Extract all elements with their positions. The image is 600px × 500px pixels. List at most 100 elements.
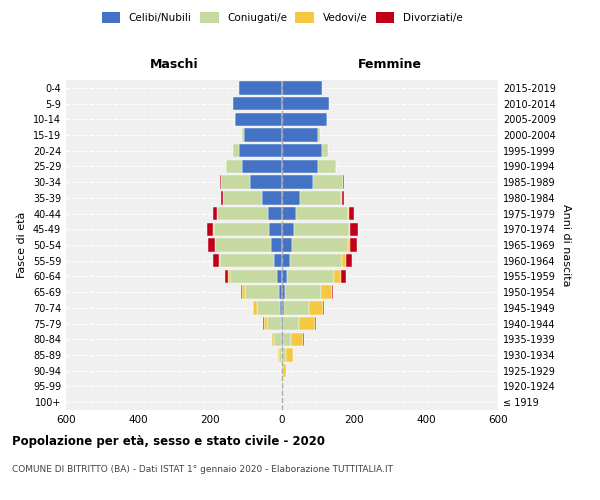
Bar bbox=[282, 301, 284, 314]
Bar bbox=[233, 144, 239, 158]
Bar bbox=[282, 332, 283, 346]
Bar bbox=[283, 332, 290, 346]
Bar bbox=[269, 222, 282, 236]
Bar bbox=[214, 222, 269, 236]
Bar bbox=[282, 286, 285, 299]
Bar bbox=[282, 222, 293, 236]
Bar bbox=[281, 364, 282, 378]
Bar bbox=[309, 301, 323, 314]
Bar bbox=[282, 317, 283, 330]
Bar bbox=[282, 191, 300, 204]
Bar bbox=[285, 286, 321, 299]
Bar bbox=[242, 286, 245, 299]
Bar bbox=[282, 238, 292, 252]
Bar bbox=[282, 81, 322, 94]
Bar bbox=[322, 144, 328, 158]
Bar bbox=[287, 270, 334, 283]
Bar bbox=[278, 348, 279, 362]
Bar bbox=[220, 176, 221, 189]
Bar bbox=[245, 286, 279, 299]
Bar bbox=[350, 238, 357, 252]
Bar bbox=[268, 207, 282, 220]
Bar bbox=[239, 144, 282, 158]
Bar bbox=[272, 332, 274, 346]
Bar bbox=[292, 238, 348, 252]
Bar bbox=[282, 270, 287, 283]
Bar bbox=[250, 176, 282, 189]
Bar bbox=[271, 238, 282, 252]
Bar bbox=[293, 222, 349, 236]
Bar bbox=[349, 222, 350, 236]
Bar bbox=[274, 254, 282, 268]
Bar bbox=[257, 301, 280, 314]
Bar bbox=[274, 332, 281, 346]
Bar bbox=[300, 191, 341, 204]
Bar bbox=[348, 207, 349, 220]
Bar bbox=[226, 160, 242, 173]
Text: Maschi: Maschi bbox=[149, 58, 199, 70]
Bar bbox=[334, 270, 341, 283]
Bar bbox=[277, 270, 282, 283]
Bar bbox=[244, 128, 282, 141]
Bar bbox=[346, 254, 352, 268]
Legend: Celibi/Nubili, Coniugati/e, Vedovi/e, Divorziati/e: Celibi/Nubili, Coniugati/e, Vedovi/e, Di… bbox=[97, 8, 467, 27]
Bar bbox=[281, 317, 282, 330]
Bar bbox=[282, 254, 290, 268]
Bar bbox=[220, 254, 274, 268]
Bar bbox=[341, 270, 346, 283]
Bar bbox=[318, 160, 336, 173]
Y-axis label: Fasce di età: Fasce di età bbox=[17, 212, 27, 278]
Bar bbox=[218, 254, 220, 268]
Bar bbox=[348, 238, 350, 252]
Bar bbox=[235, 112, 282, 126]
Bar bbox=[282, 364, 283, 378]
Bar bbox=[279, 286, 282, 299]
Bar bbox=[349, 207, 353, 220]
Bar bbox=[215, 238, 271, 252]
Bar bbox=[208, 238, 215, 252]
Text: COMUNE DI BITRITTO (BA) - Dati ISTAT 1° gennaio 2020 - Elaborazione TUTTITALIA.I: COMUNE DI BITRITTO (BA) - Dati ISTAT 1° … bbox=[12, 465, 393, 474]
Bar bbox=[342, 191, 344, 204]
Bar bbox=[290, 332, 303, 346]
Bar bbox=[212, 207, 217, 220]
Bar bbox=[281, 332, 282, 346]
Bar bbox=[284, 301, 309, 314]
Bar bbox=[225, 270, 228, 283]
Bar bbox=[323, 301, 325, 314]
Bar bbox=[262, 191, 282, 204]
Bar bbox=[241, 286, 242, 299]
Bar bbox=[230, 270, 277, 283]
Bar bbox=[282, 112, 327, 126]
Bar bbox=[207, 222, 213, 236]
Bar bbox=[350, 222, 358, 236]
Bar bbox=[213, 254, 218, 268]
Bar bbox=[263, 317, 266, 330]
Bar bbox=[342, 254, 346, 268]
Bar bbox=[283, 317, 299, 330]
Bar bbox=[313, 176, 343, 189]
Text: Popolazione per età, sesso e stato civile - 2020: Popolazione per età, sesso e stato civil… bbox=[12, 435, 325, 448]
Bar bbox=[286, 348, 293, 362]
Bar bbox=[228, 270, 230, 283]
Bar bbox=[318, 128, 320, 141]
Bar bbox=[223, 191, 262, 204]
Bar bbox=[282, 128, 318, 141]
Bar bbox=[221, 191, 223, 204]
Bar bbox=[290, 254, 342, 268]
Bar bbox=[283, 348, 286, 362]
Bar bbox=[321, 286, 332, 299]
Bar bbox=[282, 144, 322, 158]
Bar bbox=[279, 348, 281, 362]
Bar bbox=[242, 128, 244, 141]
Bar bbox=[299, 317, 316, 330]
Bar bbox=[253, 301, 257, 314]
Bar bbox=[239, 81, 282, 94]
Bar bbox=[296, 207, 348, 220]
Bar bbox=[282, 207, 296, 220]
Bar bbox=[283, 364, 286, 378]
Bar bbox=[282, 176, 313, 189]
Bar bbox=[233, 97, 282, 110]
Y-axis label: Anni di nascita: Anni di nascita bbox=[561, 204, 571, 286]
Bar bbox=[221, 176, 250, 189]
Bar bbox=[332, 286, 334, 299]
